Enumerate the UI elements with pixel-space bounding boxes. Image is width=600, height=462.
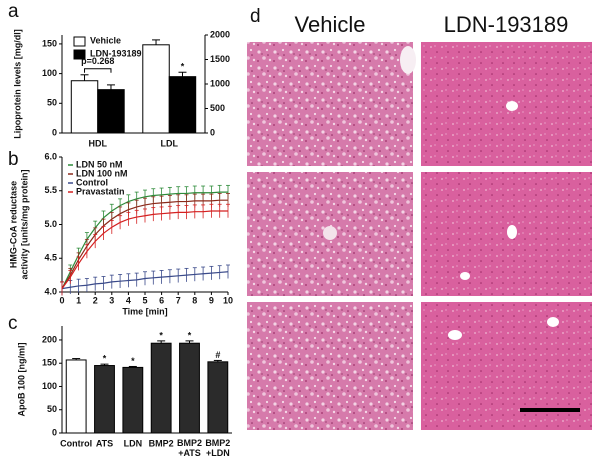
line-series: [61, 191, 228, 289]
y-tick-label: 4.5: [44, 253, 57, 263]
annotation: p=0.268: [81, 56, 114, 66]
significance-marker: *: [103, 354, 107, 364]
legend-swatch: [73, 36, 86, 47]
x-tick-label: 4: [126, 295, 131, 305]
legend-label: LDN-193189: [90, 48, 142, 58]
bar: [65, 359, 87, 434]
x-tick-label: LDN: [124, 438, 143, 448]
line-series: [61, 199, 228, 289]
image-vehicle-3: [247, 302, 413, 430]
y2-tick-label: 1500: [210, 54, 230, 64]
legend-swatch: [73, 49, 86, 60]
significance-marker: *: [181, 62, 185, 72]
y2-tick-label: 500: [210, 103, 225, 113]
legend-label: Pravastatin: [76, 186, 125, 196]
vessel: [507, 225, 517, 239]
panel-label: d: [250, 6, 261, 27]
vessel: [448, 330, 462, 340]
y-axis-label: HMG-CoA reductase: [8, 181, 18, 268]
significance-marker: *: [131, 356, 135, 366]
significance-marker: *: [188, 330, 192, 340]
x-tick-label: 1: [76, 295, 81, 305]
x-tick-label: 2: [93, 295, 98, 305]
image-vehicle-1: [247, 42, 413, 166]
vessel: [323, 226, 337, 240]
y2-tick-label: 1000: [210, 78, 230, 88]
vessel: [547, 317, 559, 327]
y-tick-label: 200: [42, 334, 57, 344]
x-tick-label: 0: [59, 295, 64, 305]
significance-marker: #: [215, 350, 220, 360]
x-tick-label: 3: [109, 295, 114, 305]
y-tick-label: 50: [47, 98, 57, 108]
x-tick-label: HDL: [89, 138, 108, 148]
y-tick-label: 6.0: [44, 151, 57, 161]
x-tick-label: BMP2: [149, 438, 174, 448]
bracket: [84, 68, 112, 73]
line-series: [61, 210, 228, 289]
panel-label: c: [8, 313, 18, 334]
legend-label: LDN 50 nM: [76, 159, 123, 169]
y-axis-label: Lipoprotein levels [mg/dl]: [12, 29, 22, 139]
panel-label: b: [8, 149, 19, 170]
y2-tick-label: 0: [210, 127, 215, 137]
line-series: [61, 271, 229, 290]
significance-marker: *: [159, 330, 163, 340]
legend-label: Control: [76, 177, 108, 187]
x-tick-label: 8: [192, 295, 197, 305]
x-tick-label: BMP2 +LDN: [205, 438, 230, 458]
x-tick-label: ATS: [96, 438, 113, 448]
legend-label: LDN 100 nM: [76, 168, 128, 178]
scale-bar: [520, 408, 580, 412]
y-tick-label: 0: [52, 427, 57, 437]
bar: [70, 80, 99, 134]
x-tick-label: 5: [142, 295, 147, 305]
x-tick-label: 10: [223, 295, 233, 305]
legend-label: Vehicle: [90, 35, 121, 45]
image-ldn-1: [421, 42, 592, 166]
y-axis-label: activity [units/mg protein]: [19, 169, 29, 279]
y-tick-label: 0: [52, 127, 57, 137]
bar: [168, 76, 197, 134]
x-tick-label: LDL: [161, 138, 179, 148]
x-tick-label: 6: [159, 295, 164, 305]
panel-label: a: [8, 1, 19, 22]
y-tick-label: 4.0: [44, 286, 57, 296]
y-tick-label: 150: [42, 358, 57, 368]
y-tick-label: 5.5: [44, 185, 57, 195]
y-axis-label: ApoB 100 [ng/ml]: [16, 342, 26, 416]
x-axis-label: Time [min]: [122, 306, 167, 316]
y-tick-label: 5.0: [44, 219, 57, 229]
image-ldn-2: [421, 172, 592, 296]
y2-tick-label: 2000: [210, 29, 230, 39]
bar: [150, 342, 172, 434]
y-tick-label: 100: [42, 68, 57, 78]
bar: [207, 361, 229, 434]
y-tick-label: 50: [47, 404, 57, 414]
x-tick-label: Control: [60, 438, 92, 448]
bar: [122, 366, 144, 434]
bar: [97, 89, 125, 134]
bar: [179, 342, 200, 434]
vessel: [460, 272, 470, 280]
column-title: Vehicle: [295, 12, 366, 37]
x-tick-label: 7: [176, 295, 181, 305]
y-tick-label: 100: [42, 381, 57, 391]
y-tick-label: 150: [42, 38, 57, 48]
column-title: LDN-193189: [444, 12, 569, 37]
x-tick-label: BMP2 +ATS: [177, 438, 202, 458]
bar: [94, 365, 115, 434]
histology-images: [247, 42, 592, 430]
x-tick-label: 9: [209, 295, 214, 305]
bar: [142, 44, 170, 134]
vessel: [506, 101, 518, 111]
vessel: [400, 46, 416, 74]
